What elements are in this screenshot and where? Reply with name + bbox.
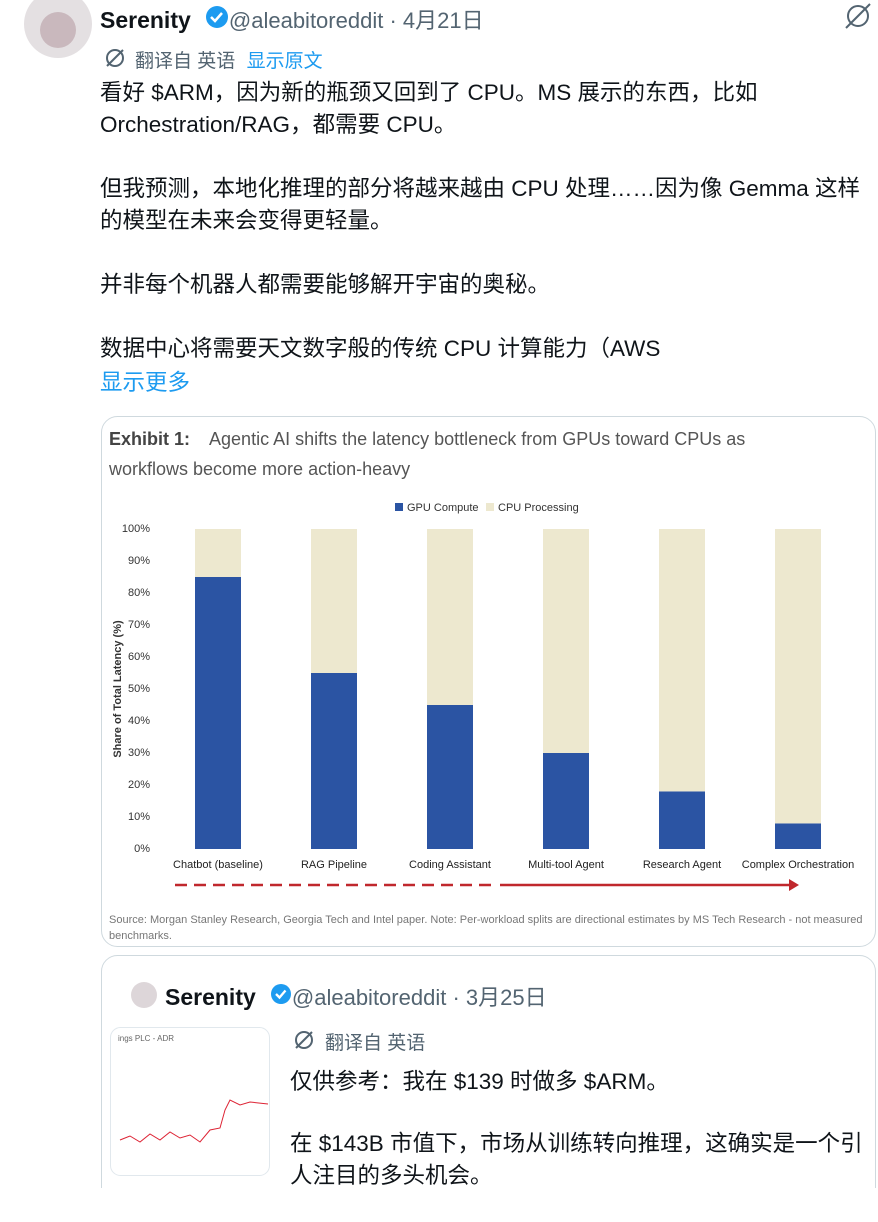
y-tick-label: 50% (128, 683, 150, 695)
paragraph: 但我预测，本地化推理的部分将越来越由 CPU 处理……因为像 Gemma 这样的… (100, 176, 861, 233)
separator: · (389, 8, 397, 33)
quote-avatar (131, 982, 157, 1008)
translate-icon (295, 1031, 313, 1049)
y-tick-label: 70% (128, 619, 150, 631)
translate-slash (106, 49, 124, 67)
legend-label: GPU Compute (407, 502, 479, 514)
bar-segment (659, 529, 705, 792)
check (275, 989, 287, 1000)
chart-card (101, 416, 876, 947)
bar-segment (659, 791, 705, 849)
translated-from: 翻译自 英语 (135, 51, 236, 72)
bar-segment (311, 529, 357, 673)
translate-row: 翻译自 英语 显示原文 (135, 46, 323, 73)
bar-segment (427, 529, 473, 705)
quote-text: 仅供参考：我在 $139 时做多 $ARM。在 $143B 市值下，市场从训练转… (290, 1066, 865, 1222)
bar-segment (427, 705, 473, 849)
legend-swatch (486, 503, 494, 511)
translate-icon (106, 49, 124, 67)
grok-icon[interactable] (847, 5, 869, 27)
paragraph: 仅供参考：我在 $139 时做多 $ARM。 (290, 1069, 669, 1094)
chart-subtitle: Agentic AI shifts the latency bottleneck… (109, 429, 746, 479)
quote-handle[interactable]: @aleabitoreddit (291, 985, 447, 1010)
chart: 0% 10% 20% 30% 40% 50% 60% 70% 80% 90% 100% Share o… (112, 502, 855, 891)
y-tick-label: 100% (122, 523, 150, 535)
chart-heading: Exhibit 1: Agentic AI shifts the latency… (109, 424, 829, 484)
y-tick-label: 30% (128, 747, 150, 759)
date[interactable]: 4月21日 (402, 8, 484, 33)
y-tick-label: 90% (128, 555, 150, 567)
bar-segment (195, 577, 241, 849)
tweet-text: 看好 $ARM，因为新的瓶颈又回到了 CPU。MS 展示的东西，比如 Orche… (100, 77, 875, 397)
bar-segment (195, 529, 241, 577)
legend-label: CPU Processing (498, 502, 579, 514)
bar-segment (311, 673, 357, 849)
y-axis-label: Share of Total Latency (%) (112, 620, 124, 758)
thumbnail[interactable] (110, 1027, 270, 1176)
bar-segment (543, 529, 589, 753)
quote-author[interactable]: Serenity (165, 984, 256, 1010)
legend-swatch (395, 503, 403, 511)
x-tick-label: RAG Pipeline (301, 859, 367, 871)
y-tick-label: 0% (134, 843, 150, 855)
chart-title: Exhibit 1: (109, 429, 191, 449)
y-tick-label: 40% (128, 715, 150, 727)
show-original[interactable]: 显示原文 (246, 51, 323, 72)
thumbnail-chart (119, 1099, 269, 1143)
page: Serenity @aleabitoreddit · 4月21日 翻译自 英语 … (24, 0, 876, 1189)
header: Serenity @aleabitoreddit · 4月21日 (100, 3, 484, 35)
arrow-head (789, 879, 799, 891)
y-tick-label: 10% (128, 811, 150, 823)
separator: · (452, 985, 460, 1010)
translate-slash (295, 1031, 313, 1049)
paragraph: 数据中心将需要天文数字般的传统 CPU 计算能力（AWS (100, 336, 661, 361)
paragraph: 看好 $ARM，因为新的瓶颈又回到了 CPU。MS 展示的东西，比如 Orche… (100, 80, 758, 137)
x-tick-label: Chatbot (baseline) (173, 859, 263, 871)
y-tick-label: 60% (128, 651, 150, 663)
chart-source: Source: Morgan Stanley Research, Georgia… (109, 914, 863, 942)
quote-date[interactable]: 3月25日 (465, 985, 547, 1010)
x-tick-label: Multi-tool Agent (528, 859, 604, 871)
y-tick-label: 20% (128, 779, 150, 791)
author[interactable]: Serenity (100, 7, 191, 33)
quote-card[interactable] (101, 955, 876, 1189)
decor (24, 0, 876, 1189)
bar-segment (543, 753, 589, 849)
show-more[interactable]: 显示更多 (100, 370, 191, 395)
x-tick-label: Research Agent (643, 859, 721, 871)
quote-header: Serenity @aleabitoreddit · 3月25日 (165, 980, 547, 1012)
grok-slash (845, 3, 871, 29)
paragraph: 并非每个机器人都需要能够解开宇宙的奥秘。 (100, 272, 551, 297)
bar-segment (775, 823, 821, 849)
paragraph: 在 $143B 市值下，市场从训练转向推理，这确实是一个引人注目的多头机会。 (290, 1131, 863, 1188)
avatar-face (40, 12, 76, 48)
y-tick-label: 80% (128, 587, 150, 599)
quote-translated-from: 翻译自 英语 (325, 1033, 426, 1054)
x-tick-label: Coding Assistant (409, 859, 491, 871)
thumbnail-title: ings PLC - ADR (118, 1034, 175, 1043)
handle[interactable]: @aleabitoreddit (228, 8, 384, 33)
check (210, 12, 223, 23)
x-tick-label: Complex Orchestration (742, 859, 855, 871)
bar-segment (775, 529, 821, 824)
